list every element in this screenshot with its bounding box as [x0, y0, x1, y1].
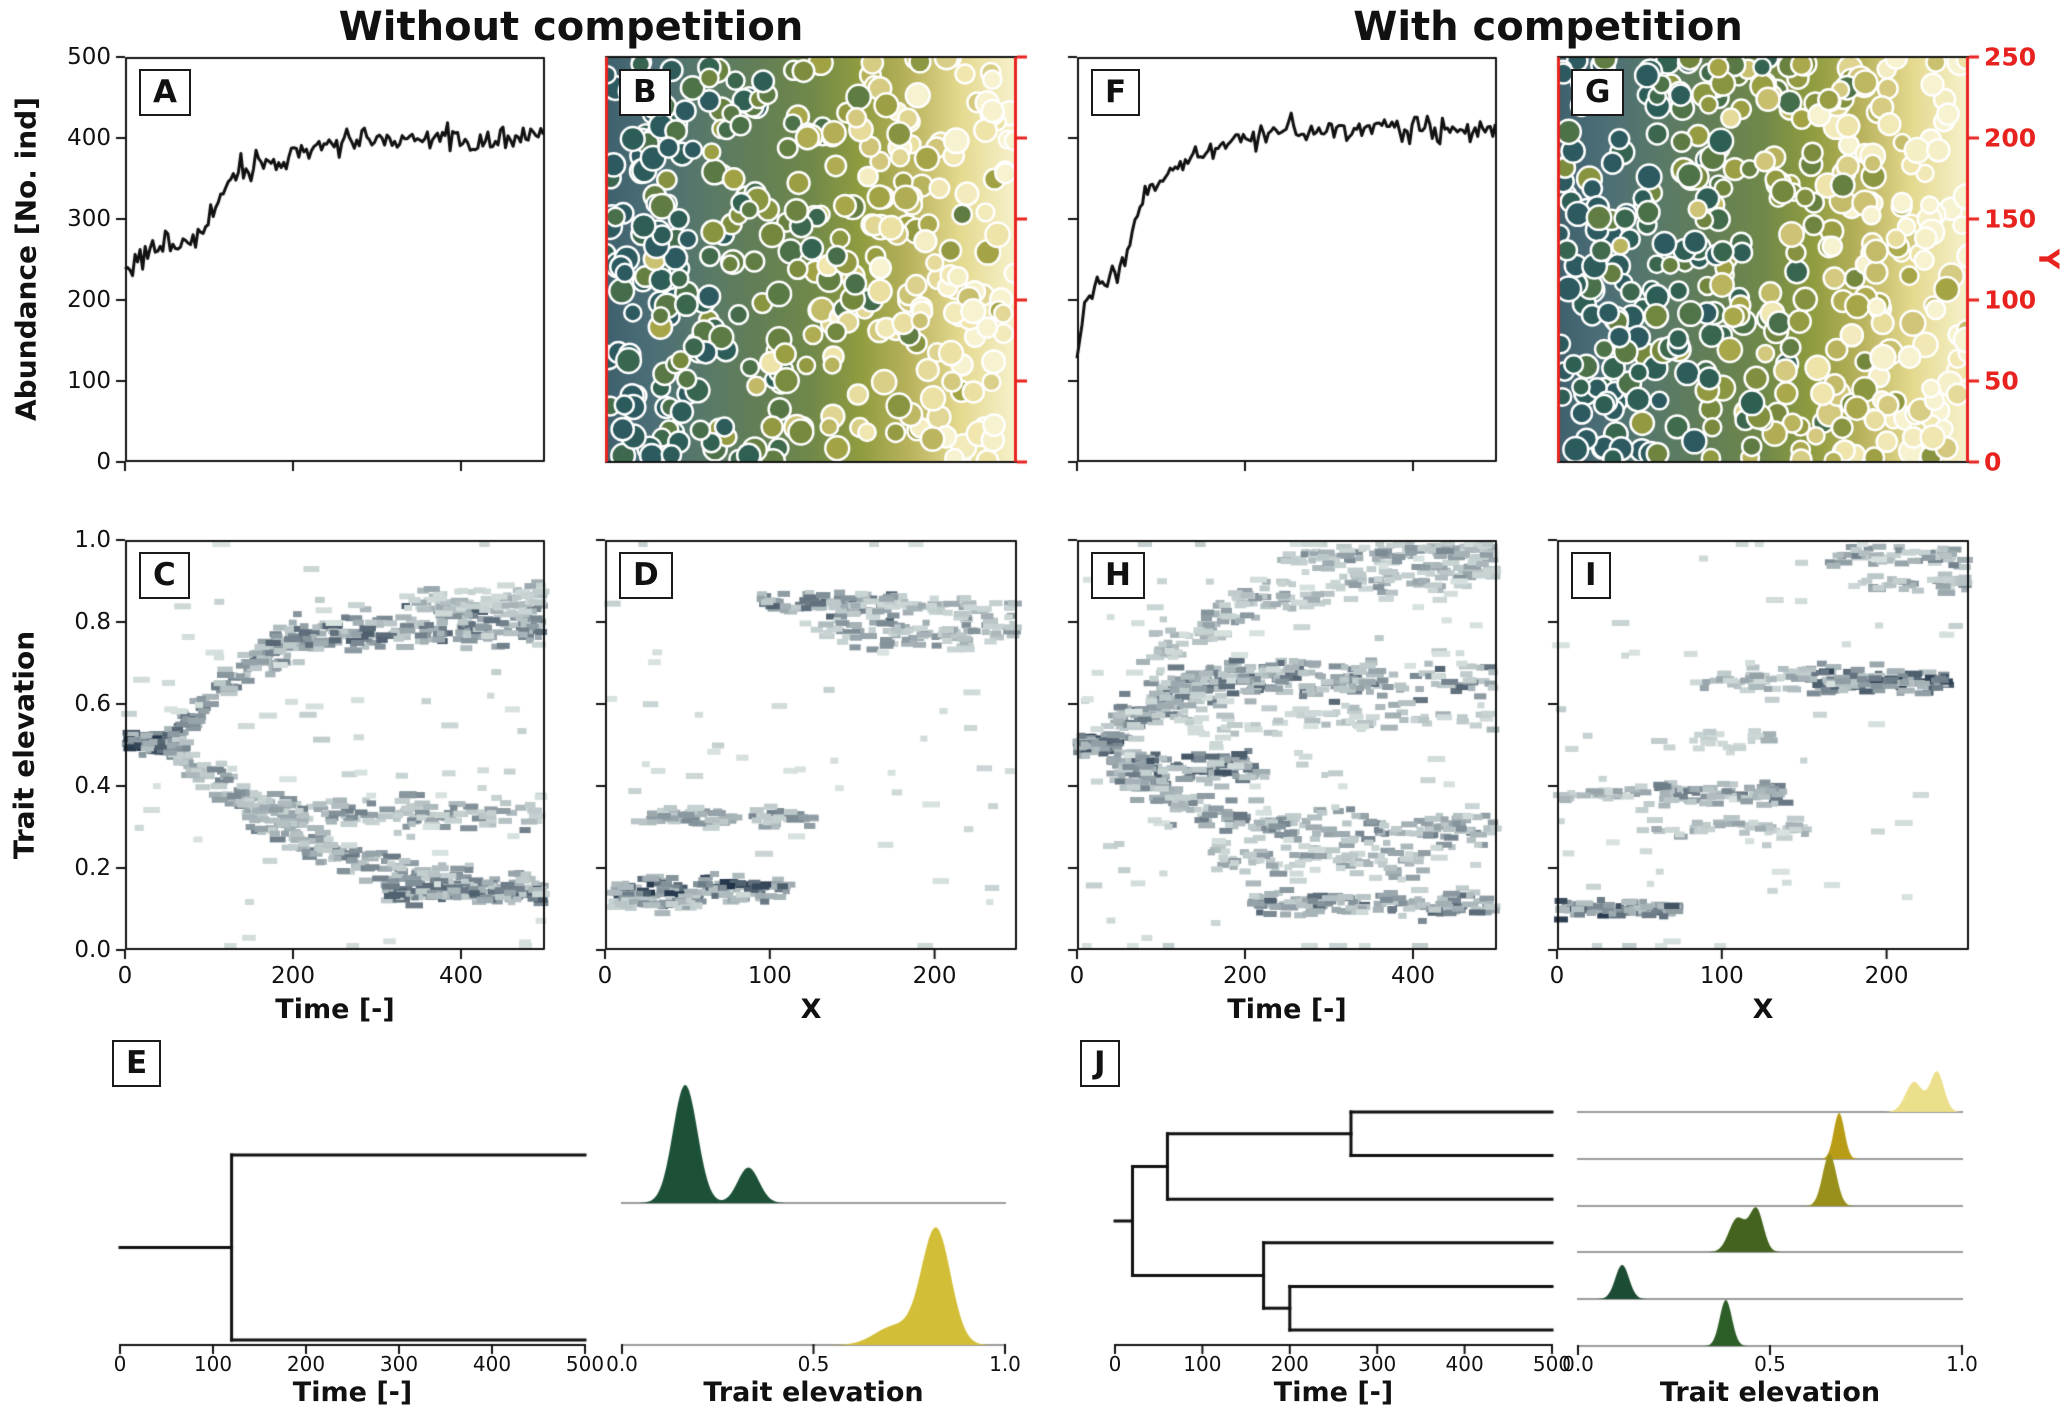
title-with-competition: With competition	[1353, 4, 1743, 50]
panel-letter-I: I	[1571, 552, 1611, 599]
x-axis-label: Trait elevation	[1659, 1377, 1881, 1406]
x-tick-label: 200	[1223, 963, 1267, 989]
x-axis-label: Trait elevation	[703, 1377, 924, 1406]
y-tick-label: 500	[67, 44, 111, 70]
y-tick-label: 0.2	[74, 855, 111, 881]
x-axis-label: Time [-]	[1273, 1377, 1394, 1406]
x-tick-label: 500	[565, 1352, 605, 1376]
x-tick-label: 0.0	[606, 1352, 638, 1376]
x-tick-label: 0	[1069, 963, 1085, 989]
x-tick-label: 1.0	[989, 1352, 1021, 1376]
x-tick-label: 100	[1183, 1352, 1222, 1376]
x-tick-label: 400	[439, 963, 483, 989]
x-tick-label: 0.5	[1754, 1352, 1786, 1376]
x-tick-label: 200	[912, 963, 957, 989]
panel-letter-F: F	[1091, 69, 1141, 116]
x-tick-label: 1.0	[1946, 1352, 1978, 1376]
y-right-tick-label: 200	[1984, 123, 2037, 153]
y-right-tick-label: 50	[1984, 366, 2019, 396]
y-tick-label: 0.4	[74, 773, 111, 799]
x-tick-label: 200	[286, 1352, 326, 1376]
panel-letter-H: H	[1091, 552, 1145, 599]
title-without-competition: Without competition	[338, 4, 804, 50]
x-tick-label: 400	[1445, 1352, 1484, 1376]
y-tick-label: 300	[67, 206, 111, 232]
x-tick-label: 200	[271, 963, 315, 989]
x-tick-label: 0	[597, 963, 613, 989]
y-tick-label: 0.8	[74, 609, 111, 635]
panel-letter-C: C	[139, 552, 190, 599]
y-right-tick-label: 100	[1984, 285, 2037, 315]
x-tick-label: 200	[1864, 963, 1909, 989]
x-tick-label: 400	[472, 1352, 512, 1376]
y-right-tick-label: 150	[1984, 204, 2037, 234]
x-tick-label: 100	[193, 1352, 233, 1376]
y-axis-label-abundance: Abundance [No. ind]	[9, 96, 43, 422]
x-tick-label: 300	[379, 1352, 419, 1376]
x-tick-label: 0	[113, 1352, 127, 1376]
x-tick-label: 0.5	[797, 1352, 830, 1376]
x-tick-label: 400	[1391, 963, 1435, 989]
y-tick-label: 0	[96, 449, 111, 475]
x-tick-label: 200	[1270, 1352, 1309, 1376]
x-tick-label: 500	[1532, 1352, 1572, 1376]
x-axis-label: Time [-]	[1227, 994, 1347, 1025]
panel-letter-J: J	[1080, 1040, 1120, 1087]
x-tick-label: 100	[747, 963, 792, 989]
y-tick-label: 0.6	[74, 691, 111, 717]
x-tick-label: 0	[1549, 963, 1565, 989]
x-tick-label: 0	[1108, 1352, 1122, 1376]
x-axis-label: X	[800, 994, 822, 1025]
panel-letter-E: E	[112, 1040, 162, 1087]
x-tick-label: 100	[1699, 963, 1744, 989]
x-tick-label: 0.0	[1562, 1352, 1594, 1376]
x-tick-label: 0	[117, 963, 133, 989]
x-axis-label: Time [-]	[292, 1377, 413, 1406]
y-right-tick-label: 250	[1984, 42, 2037, 72]
y-axis-label-Y: Y	[2032, 248, 2066, 270]
y-tick-label: 400	[67, 125, 111, 151]
y-tick-label: 0.0	[74, 937, 111, 963]
y-tick-label: 100	[67, 368, 111, 394]
panel-letter-A: A	[139, 69, 191, 116]
x-axis-label: X	[1752, 994, 1774, 1025]
x-axis-label: Time [-]	[275, 994, 395, 1025]
y-tick-label: 200	[67, 287, 111, 313]
x-tick-label: 300	[1358, 1352, 1397, 1376]
panel-letter-B: B	[619, 69, 671, 116]
y-axis-label-trait-elevation: Trait elevation	[7, 630, 41, 860]
panel-letter-G: G	[1571, 69, 1625, 116]
y-right-tick-label: 0	[1984, 447, 2002, 477]
panel-letter-D: D	[619, 552, 673, 599]
y-tick-label: 1.0	[74, 527, 111, 553]
